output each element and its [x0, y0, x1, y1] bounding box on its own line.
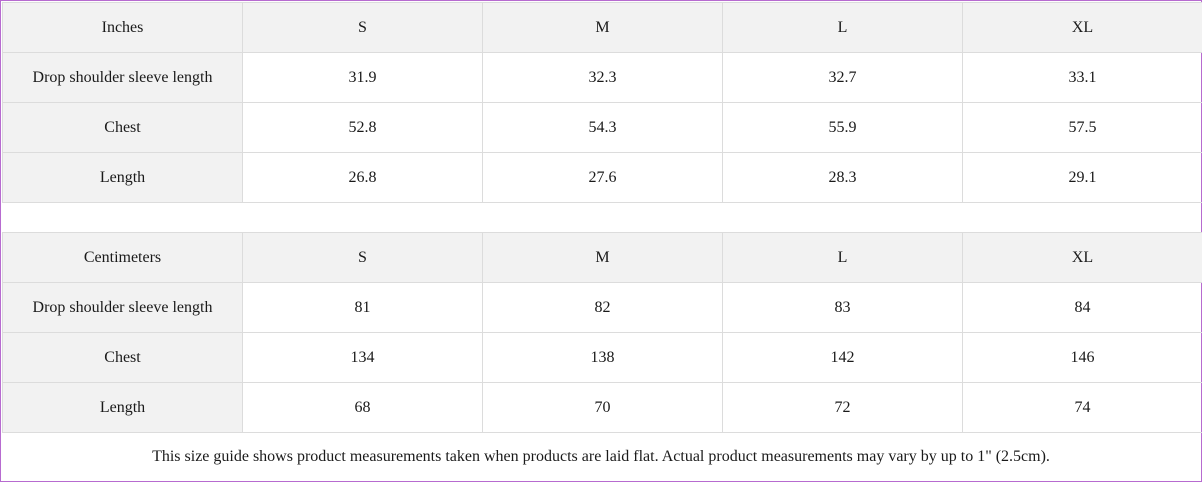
measurement-cell: 52.8 — [242, 102, 483, 153]
measurement-cell: 74 — [962, 382, 1202, 433]
size-header-cell: XL — [962, 232, 1202, 283]
row-label-cell: Length — [2, 152, 243, 203]
row-label-cell: Length — [2, 382, 243, 433]
table-row: Chest 52.8 54.3 55.9 57.5 — [2, 102, 1202, 153]
measurement-cell: 27.6 — [482, 152, 723, 203]
unit-header-cell: Inches — [2, 2, 243, 53]
table-row: Length 68 70 72 74 — [2, 382, 1202, 433]
size-guide-note: This size guide shows product measuremen… — [152, 448, 1050, 465]
row-label-cell: Chest — [2, 332, 243, 383]
measurement-cell: 28.3 — [722, 152, 963, 203]
size-header-cell: L — [722, 232, 963, 283]
table-row: Length 26.8 27.6 28.3 29.1 — [2, 152, 1202, 203]
measurement-cell: 29.1 — [962, 152, 1202, 203]
centimeters-size-table: Centimeters S M L XL Drop shoulder sleev… — [2, 232, 1202, 433]
size-header-cell: S — [242, 232, 483, 283]
inches-header-row: Inches S M L XL — [2, 2, 1202, 53]
inches-size-table: Inches S M L XL Drop shoulder sleeve len… — [2, 2, 1202, 203]
size-header-cell: XL — [962, 2, 1202, 53]
measurement-cell: 54.3 — [482, 102, 723, 153]
measurement-cell: 84 — [962, 282, 1202, 333]
measurement-cell: 72 — [722, 382, 963, 433]
row-label-cell: Chest — [2, 102, 243, 153]
measurement-cell: 81 — [242, 282, 483, 333]
unit-header-cell: Centimeters — [2, 232, 243, 283]
centimeters-header-row: Centimeters S M L XL — [2, 232, 1202, 283]
size-header-cell: L — [722, 2, 963, 53]
measurement-cell: 31.9 — [242, 52, 483, 103]
measurement-cell: 33.1 — [962, 52, 1202, 103]
table-row: Chest 134 138 142 146 — [2, 332, 1202, 383]
measurement-cell: 32.7 — [722, 52, 963, 103]
measurement-cell: 82 — [482, 282, 723, 333]
size-header-cell: S — [242, 2, 483, 53]
measurement-cell: 55.9 — [722, 102, 963, 153]
size-header-cell: M — [482, 232, 723, 283]
measurement-cell: 146 — [962, 332, 1202, 383]
measurement-cell: 32.3 — [482, 52, 723, 103]
measurement-cell: 68 — [242, 382, 483, 433]
measurement-cell: 142 — [722, 332, 963, 383]
row-label-cell: Drop shoulder sleeve length — [2, 282, 243, 333]
measurement-cell: 83 — [722, 282, 963, 333]
measurement-cell: 134 — [242, 332, 483, 383]
size-header-cell: M — [482, 2, 723, 53]
measurement-cell: 57.5 — [962, 102, 1202, 153]
measurement-cell: 26.8 — [242, 152, 483, 203]
row-label-cell: Drop shoulder sleeve length — [2, 52, 243, 103]
measurement-cell: 70 — [482, 382, 723, 433]
table-row: Drop shoulder sleeve length 31.9 32.3 32… — [2, 52, 1202, 103]
measurement-cell: 138 — [482, 332, 723, 383]
table-row: Drop shoulder sleeve length 81 82 83 84 — [2, 282, 1202, 333]
